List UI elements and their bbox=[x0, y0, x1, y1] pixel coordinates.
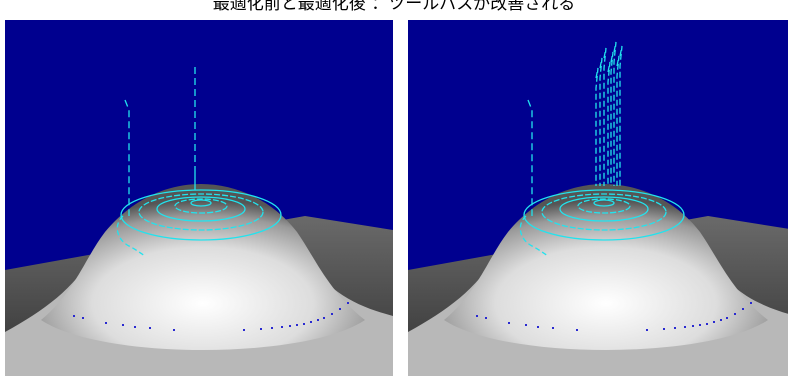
plunge-line bbox=[610, 51, 614, 186]
contact-point bbox=[331, 313, 333, 315]
contact-point bbox=[260, 328, 262, 330]
contact-point bbox=[323, 317, 325, 319]
contact-point bbox=[750, 302, 752, 304]
contact-point bbox=[485, 317, 487, 319]
contact-point bbox=[508, 322, 510, 324]
plunge-line bbox=[603, 47, 607, 186]
plunge-line bbox=[613, 41, 617, 186]
toolpath-ring bbox=[174, 198, 228, 214]
contact-point bbox=[476, 315, 478, 317]
viewport-after bbox=[408, 20, 788, 376]
contact-point bbox=[663, 328, 665, 330]
retract-line bbox=[124, 99, 130, 216]
contact-point bbox=[281, 326, 283, 328]
contact-point bbox=[699, 324, 701, 326]
contact-point bbox=[525, 324, 527, 326]
scene-after bbox=[408, 20, 788, 376]
contact-point bbox=[173, 329, 175, 331]
retract-line bbox=[527, 99, 533, 216]
page-title: 最適化前と最適化後 ：ツールパスが改善される bbox=[212, 0, 576, 14]
contact-points bbox=[73, 302, 349, 331]
contact-point bbox=[73, 315, 75, 317]
toolpath-ring bbox=[190, 199, 212, 207]
toolpath-ring bbox=[577, 198, 631, 214]
contact-point bbox=[692, 325, 694, 327]
contact-point bbox=[674, 327, 676, 329]
contact-point bbox=[105, 322, 107, 324]
contact-point bbox=[742, 308, 744, 310]
toolpath-descent bbox=[116, 215, 146, 257]
dome-surface bbox=[444, 184, 768, 350]
contact-point bbox=[317, 319, 319, 321]
toolpath-ring bbox=[593, 199, 615, 207]
contact-point bbox=[122, 324, 124, 326]
contact-point bbox=[149, 327, 151, 329]
contact-point bbox=[734, 313, 736, 315]
contact-point bbox=[720, 319, 722, 321]
contact-point bbox=[310, 321, 312, 323]
contact-point bbox=[552, 327, 554, 329]
contact-point bbox=[296, 324, 298, 326]
contact-point bbox=[646, 329, 648, 331]
contact-point bbox=[339, 308, 341, 310]
toolpath bbox=[116, 67, 282, 257]
plunge-line bbox=[619, 45, 623, 186]
contact-point bbox=[243, 329, 245, 331]
contact-point bbox=[537, 326, 539, 328]
contact-point bbox=[303, 323, 305, 325]
toolpath-ring bbox=[138, 193, 264, 231]
toolpath-ring bbox=[559, 196, 649, 222]
contact-point bbox=[726, 317, 728, 319]
contact-point bbox=[576, 329, 578, 331]
contact-point bbox=[706, 323, 708, 325]
contact-points bbox=[476, 302, 752, 331]
plunge-line bbox=[595, 67, 599, 186]
toolpath-ring bbox=[156, 196, 246, 222]
contact-point bbox=[82, 317, 84, 319]
plunge-line bbox=[607, 61, 611, 186]
contact-point bbox=[713, 321, 715, 323]
plunge-line bbox=[599, 57, 603, 186]
contact-point bbox=[347, 302, 349, 304]
viewport-before bbox=[5, 20, 393, 376]
contact-point bbox=[684, 326, 686, 328]
contact-point bbox=[271, 327, 273, 329]
contact-point bbox=[134, 326, 136, 328]
scene-before bbox=[5, 20, 393, 376]
toolpath-ring bbox=[120, 189, 282, 241]
contact-point bbox=[289, 325, 291, 327]
toolpath bbox=[519, 41, 685, 257]
toolpath-descent bbox=[519, 215, 549, 257]
toolpath-ring bbox=[541, 193, 667, 231]
dome-surface bbox=[41, 184, 365, 350]
plunge-line bbox=[616, 55, 620, 186]
toolpath-ring bbox=[523, 189, 685, 241]
